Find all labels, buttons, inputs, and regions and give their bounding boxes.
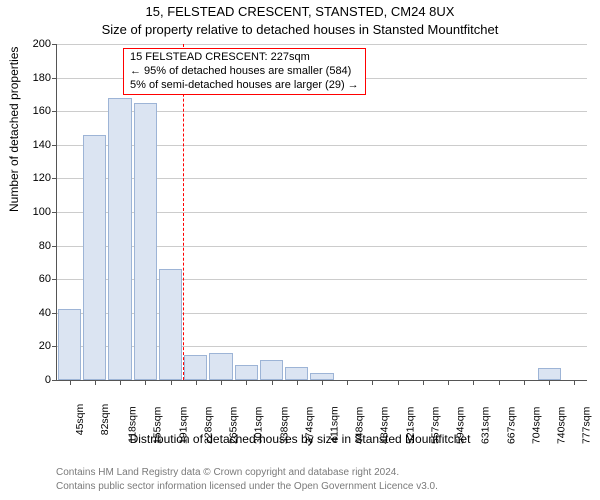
histogram-bar	[538, 368, 561, 380]
y-tick-label: 80	[39, 240, 57, 252]
plot-area: 02040608010012014016018020045sqm82sqm118…	[56, 44, 587, 381]
histogram-bar	[58, 309, 81, 380]
x-tick	[398, 380, 399, 385]
x-tick	[246, 380, 247, 385]
x-tick	[297, 380, 298, 385]
x-tick	[272, 380, 273, 385]
y-axis-label: Number of detached properties	[7, 47, 21, 212]
x-tick	[499, 380, 500, 385]
footer-line-2: Contains public sector information licen…	[56, 480, 600, 494]
x-tick	[120, 380, 121, 385]
histogram-bar	[209, 353, 232, 380]
histogram-bar	[260, 360, 283, 380]
x-tick	[196, 380, 197, 385]
chart-title-line2: Size of property relative to detached ho…	[0, 22, 600, 37]
y-tick-label: 120	[33, 172, 57, 184]
x-tick	[574, 380, 575, 385]
y-tick-label: 0	[45, 374, 57, 386]
histogram-bar	[235, 365, 258, 380]
x-tick	[347, 380, 348, 385]
x-tick	[221, 380, 222, 385]
y-tick-label: 100	[33, 206, 57, 218]
x-tick	[524, 380, 525, 385]
grid-line	[57, 44, 587, 45]
x-tick	[322, 380, 323, 385]
histogram-bar	[108, 98, 131, 380]
histogram-bar	[159, 269, 182, 380]
x-tick	[95, 380, 96, 385]
annotation-box: 15 FELSTEAD CRESCENT: 227sqm← 95% of det…	[123, 48, 366, 95]
histogram-bar	[83, 135, 106, 380]
y-tick-label: 20	[39, 340, 57, 352]
y-tick-label: 40	[39, 307, 57, 319]
histogram-bar	[310, 373, 333, 380]
x-tick-label: 45sqm	[69, 404, 85, 436]
x-tick	[145, 380, 146, 385]
x-tick-label: 82sqm	[95, 404, 111, 436]
x-tick	[473, 380, 474, 385]
y-tick-label: 60	[39, 273, 57, 285]
annotation-line: 5% of semi-detached houses are larger (2…	[130, 79, 359, 93]
histogram-bar	[285, 367, 308, 380]
x-tick	[171, 380, 172, 385]
x-tick	[448, 380, 449, 385]
annotation-line: 15 FELSTEAD CRESCENT: 227sqm	[130, 51, 359, 65]
annotation-line: ← 95% of detached houses are smaller (58…	[130, 65, 359, 79]
histogram-bar	[134, 103, 157, 380]
x-tick	[70, 380, 71, 385]
y-tick-label: 160	[33, 105, 57, 117]
histogram-bar	[184, 355, 207, 380]
y-tick-label: 180	[33, 72, 57, 84]
footer-line-1: Contains HM Land Registry data © Crown c…	[56, 466, 600, 480]
y-tick-label: 200	[33, 38, 57, 50]
x-tick	[372, 380, 373, 385]
chart-title-line1: 15, FELSTEAD CRESCENT, STANSTED, CM24 8U…	[0, 4, 600, 19]
chart-container: 15, FELSTEAD CRESCENT, STANSTED, CM24 8U…	[0, 0, 600, 500]
x-axis-label: Distribution of detached houses by size …	[0, 432, 600, 446]
x-tick	[423, 380, 424, 385]
x-tick	[549, 380, 550, 385]
footer-attribution: Contains HM Land Registry data © Crown c…	[0, 466, 600, 493]
y-tick-label: 140	[33, 139, 57, 151]
